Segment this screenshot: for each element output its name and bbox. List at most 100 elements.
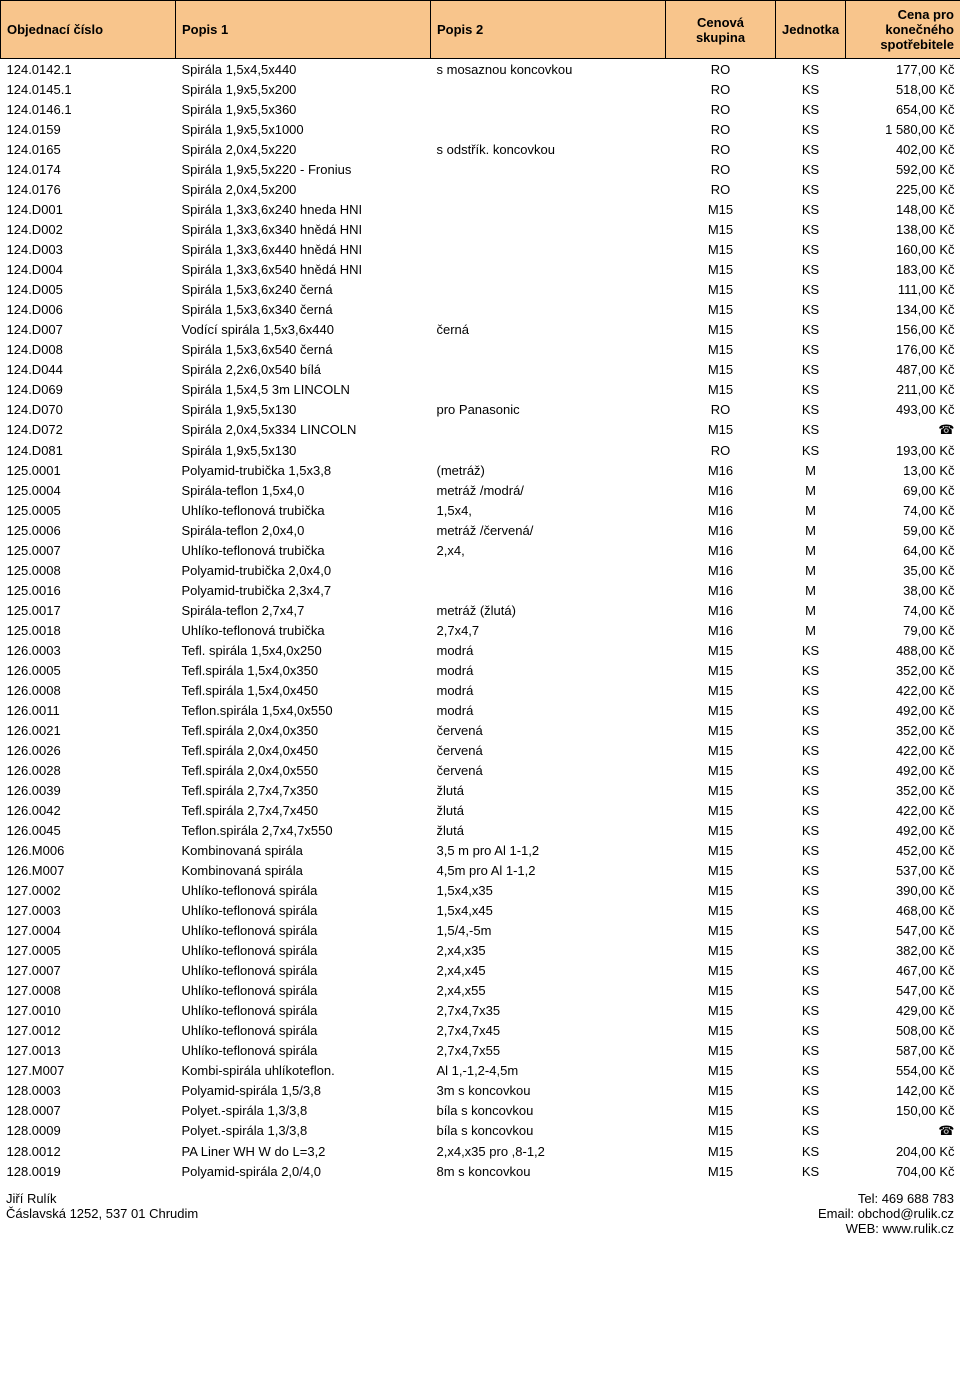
table-cell: 3,5 m pro Al 1-1,2 — [431, 840, 666, 860]
table-cell: KS — [776, 780, 846, 800]
table-cell: 2,7x4,7 — [431, 620, 666, 640]
table-row: 124.D001Spirála 1,3x3,6x240 hneda HNIM15… — [1, 199, 960, 219]
table-cell: modrá — [431, 640, 666, 660]
table-cell: 74,00 Kč — [846, 500, 960, 520]
table-row: 124.D003Spirála 1,3x3,6x440 hnědá HNIM15… — [1, 239, 960, 259]
table-cell: 124.D081 — [1, 440, 176, 460]
table-cell: 2,x4,x35 — [431, 940, 666, 960]
table-cell — [431, 179, 666, 199]
table-cell: Kombi-spirála uhlíkoteflon. — [176, 1060, 431, 1080]
table-cell: 352,00 Kč — [846, 660, 960, 680]
table-cell: M15 — [666, 720, 776, 740]
footer-right: Tel: 469 688 783 Email: obchod@rulik.cz … — [818, 1191, 954, 1236]
table-cell: 128.0003 — [1, 1080, 176, 1100]
table-cell: 1,5/4,-5m — [431, 920, 666, 940]
table-row: 124.D081Spirála 1,9x5,5x130ROKS193,00 Kč — [1, 440, 960, 460]
table-cell: 422,00 Kč — [846, 740, 960, 760]
table-cell: KS — [776, 1040, 846, 1060]
table-cell: Tefl.spirála 2,7x4,7x450 — [176, 800, 431, 820]
table-cell: M15 — [666, 219, 776, 239]
table-cell: KS — [776, 339, 846, 359]
table-cell: Polyamid-trubička 1,5x3,8 — [176, 460, 431, 480]
table-row: 126.M006Kombinovaná spirála3,5 m pro Al … — [1, 840, 960, 860]
table-cell: KS — [776, 940, 846, 960]
table-cell — [431, 299, 666, 319]
col-header-desc2: Popis 2 — [431, 1, 666, 59]
table-cell: KS — [776, 920, 846, 940]
table-row: 127.0007Uhlíko-teflonová spirála2,x4,x45… — [1, 960, 960, 980]
table-row: 124.D044Spirála 2,2x6,0x540 bíláM15KS487… — [1, 359, 960, 379]
table-cell: M — [776, 620, 846, 640]
table-cell: 124.D008 — [1, 339, 176, 359]
table-cell: bíla s koncovkou — [431, 1120, 666, 1141]
table-row: 124.D070Spirála 1,9x5,5x130pro Panasonic… — [1, 399, 960, 419]
table-cell: 38,00 Kč — [846, 580, 960, 600]
table-cell: 125.0007 — [1, 540, 176, 560]
table-cell — [431, 279, 666, 299]
table-cell: 127.0004 — [1, 920, 176, 940]
table-row: 124.D008Spirála 1,5x3,6x540 černáM15KS17… — [1, 339, 960, 359]
table-cell: Spirála 1,5x3,6x240 černá — [176, 279, 431, 299]
col-header-order-no: Objednací číslo — [1, 1, 176, 59]
table-cell — [431, 379, 666, 399]
table-cell: žlutá — [431, 800, 666, 820]
table-cell: 127.0002 — [1, 880, 176, 900]
table-cell — [431, 339, 666, 359]
table-cell: M15 — [666, 700, 776, 720]
table-cell: KS — [776, 79, 846, 99]
table-cell: Uhlíko-teflonová spirála — [176, 900, 431, 920]
table-cell: 127.0007 — [1, 960, 176, 980]
table-cell: M16 — [666, 560, 776, 580]
table-cell: M15 — [666, 740, 776, 760]
table-cell: 126.0011 — [1, 700, 176, 720]
table-row: 125.0007Uhlíko-teflonová trubička2,x4,M1… — [1, 540, 960, 560]
table-cell: KS — [776, 1000, 846, 1020]
table-cell: 382,00 Kč — [846, 940, 960, 960]
table-cell: 127.0010 — [1, 1000, 176, 1020]
table-cell: KS — [776, 760, 846, 780]
table-row: 127.0013Uhlíko-teflonová spirála2,7x4,7x… — [1, 1040, 960, 1060]
table-cell: M16 — [666, 540, 776, 560]
table-cell: RO — [666, 99, 776, 119]
table-cell — [431, 219, 666, 239]
table-row: 126.0045Teflon.spirála 2,7x4,7x550žlutáM… — [1, 820, 960, 840]
table-cell: metráž (žlutá) — [431, 600, 666, 620]
table-row: 124.0176Spirála 2,0x4,5x200ROKS225,00 Kč — [1, 179, 960, 199]
table-row: 125.0018Uhlíko-teflonová trubička2,7x4,7… — [1, 620, 960, 640]
table-cell: KS — [776, 59, 846, 80]
table-cell: M — [776, 540, 846, 560]
table-cell: 125.0018 — [1, 620, 176, 640]
table-cell: M15 — [666, 880, 776, 900]
table-cell: M16 — [666, 460, 776, 480]
table-cell: Spirála 2,0x4,5x200 — [176, 179, 431, 199]
table-cell: M15 — [666, 660, 776, 680]
table-cell: M15 — [666, 960, 776, 980]
table-cell: RO — [666, 79, 776, 99]
table-cell: metráž /modrá/ — [431, 480, 666, 500]
table-row: 125.0005Uhlíko-teflonová trubička1,5x4,M… — [1, 500, 960, 520]
table-cell: 204,00 Kč — [846, 1141, 960, 1161]
table-cell: Spirála 2,0x4,5x334 LINCOLN — [176, 419, 431, 440]
table-cell: 124.D003 — [1, 239, 176, 259]
table-row: 124.D002Spirála 1,3x3,6x340 hnědá HNIM15… — [1, 219, 960, 239]
table-cell: 487,00 Kč — [846, 359, 960, 379]
table-row: 126.M007Kombinovaná spirála4,5m pro Al 1… — [1, 860, 960, 880]
table-cell: žlutá — [431, 780, 666, 800]
table-cell: 13,00 Kč — [846, 460, 960, 480]
table-cell: KS — [776, 1100, 846, 1120]
table-cell: Spirála 1,5x4,5 3m LINCOLN — [176, 379, 431, 399]
footer-address: Čáslavská 1252, 537 01 Chrudim — [6, 1206, 198, 1221]
table-cell: M15 — [666, 640, 776, 660]
table-cell: Tefl.spirála 1,5x4,0x450 — [176, 680, 431, 700]
table-cell: Tefl.spirála 1,5x4,0x350 — [176, 660, 431, 680]
table-cell: M15 — [666, 279, 776, 299]
table-cell: KS — [776, 660, 846, 680]
table-cell: 468,00 Kč — [846, 900, 960, 920]
table-cell: 156,00 Kč — [846, 319, 960, 339]
footer-tel: Tel: 469 688 783 — [818, 1191, 954, 1206]
table-cell: 211,00 Kč — [846, 379, 960, 399]
table-cell: metráž /červená/ — [431, 520, 666, 540]
table-row: 126.0003Tefl. spirála 1,5x4,0x250modráM1… — [1, 640, 960, 660]
table-cell: M — [776, 480, 846, 500]
table-cell: M15 — [666, 780, 776, 800]
